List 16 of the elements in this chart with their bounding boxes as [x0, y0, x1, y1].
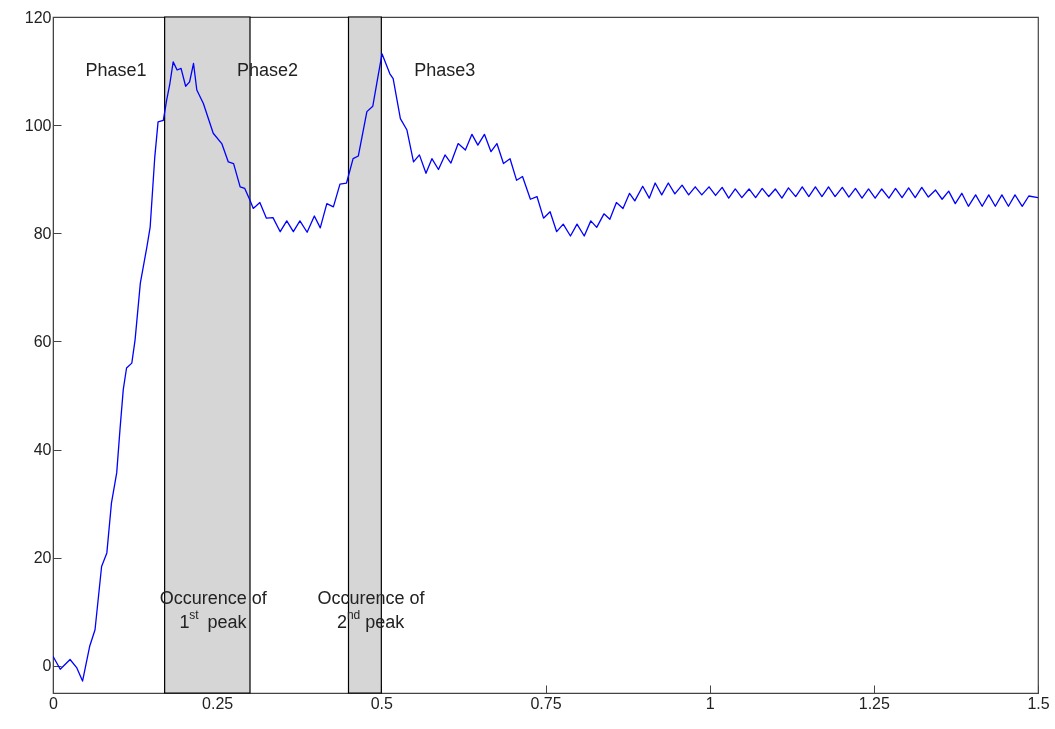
y-tick-label: 80 [33, 224, 52, 242]
line-series [53, 53, 1038, 682]
y-tick-label: 20 [33, 549, 52, 567]
y-tick-label: 60 [33, 332, 52, 350]
x-tick-label: 1.5 [1027, 694, 1050, 712]
x-tick-label: 1.25 [858, 694, 891, 712]
annotation: Phase1 [85, 60, 147, 80]
y-tick-label: 100 [24, 116, 52, 134]
x-tick-label: 1 [705, 694, 715, 712]
y-tick-label: 120 [24, 8, 52, 26]
x-tick-label: 0.75 [530, 694, 562, 712]
annotation: Phase3 [414, 60, 476, 80]
y-tick-label: 0 [42, 657, 52, 675]
x-tick-label: 0.25 [202, 694, 234, 712]
x-tick-label: 0.5 [370, 694, 394, 712]
y-tick-label: 40 [33, 441, 52, 459]
